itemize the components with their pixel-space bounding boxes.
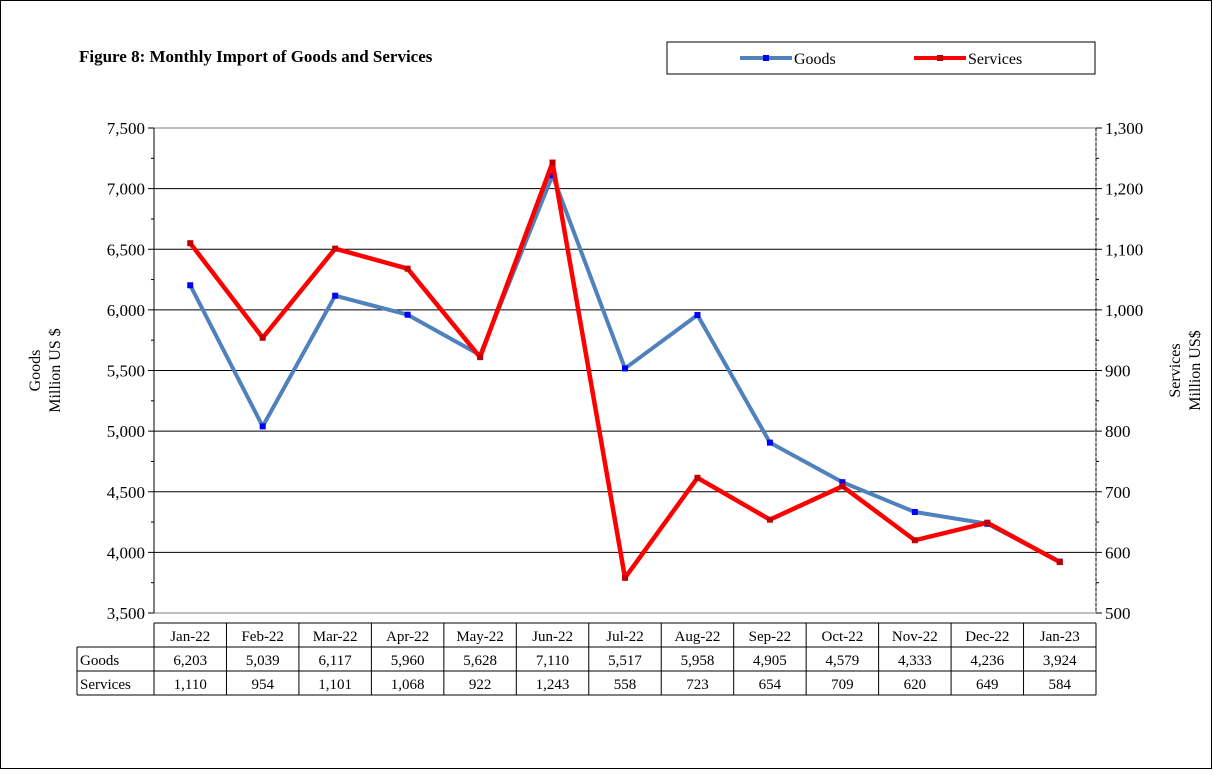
data-label-goods: 5,960 (391, 653, 425, 669)
data-label-goods: 5,628 (463, 653, 497, 669)
left-tick-label: 5,000 (107, 422, 145, 441)
data-label-services: 1,243 (536, 677, 570, 693)
data-label-goods: 3,924 (1043, 653, 1077, 669)
table-row-header: Services (80, 677, 131, 693)
tick-label-x: Jan-23 (1040, 629, 1080, 645)
data-table: Jan-22 Feb-22 Mar-22 Apr-22 May-22 Jun-22 Jul-… (76, 622, 1097, 696)
data-label-goods: 4,236 (970, 653, 1004, 669)
data-point-goods (259, 423, 266, 430)
tick-label-x: Nov-22 (892, 629, 938, 645)
legend-label-services: Services (968, 51, 1022, 68)
data-label-services: 723 (686, 677, 709, 693)
right-tick-label: 1,100 (1105, 240, 1143, 259)
table-row-header: Goods (80, 653, 119, 669)
left-tick-label: 6,500 (107, 240, 145, 259)
right-tick-label: 1,300 (1105, 119, 1143, 138)
right-tick-label: 1,200 (1105, 180, 1143, 199)
tick-label-x: Jan-22 (170, 629, 210, 645)
tick-label-x: Jul-22 (606, 629, 644, 645)
tick-label-x: Oct-22 (822, 629, 864, 645)
tick-label-x: Mar-22 (313, 629, 358, 645)
right-tick-label: 700 (1105, 483, 1131, 502)
data-label-services: 654 (759, 677, 782, 693)
tick-label-x: Jun-22 (532, 629, 573, 645)
left-tick-label: 4,000 (107, 543, 145, 562)
right-axis-title-line: Million US$ (1187, 330, 1204, 410)
left-tick-label: 3,500 (107, 604, 145, 623)
data-label-goods: 5,517 (608, 653, 642, 669)
data-point-services (1056, 559, 1063, 566)
tick-label-x: Feb-22 (241, 629, 284, 645)
data-label-services: 558 (614, 677, 637, 693)
data-label-goods: 4,333 (898, 653, 932, 669)
tick-label-x: Sep-22 (749, 629, 792, 645)
data-label-goods: 7,110 (536, 653, 569, 669)
data-point-services (477, 354, 484, 361)
right-tick-label: 600 (1105, 543, 1131, 562)
legend-label-goods: Goods (794, 51, 836, 68)
right-tick-label: 900 (1105, 362, 1131, 381)
legend-box (666, 41, 1096, 75)
left-axis-title-line: Million US $ (47, 328, 64, 412)
data-label-services: 954 (251, 677, 274, 693)
data-point-services (694, 474, 701, 481)
left-tick-label: 4,500 (107, 483, 145, 502)
legend-marker-goods (763, 55, 769, 61)
tick-label-x: Dec-22 (965, 629, 1009, 645)
data-point-services (839, 483, 846, 490)
data-label-services: 620 (904, 677, 927, 693)
data-point-services (259, 334, 266, 341)
data-label-services: 1,068 (391, 677, 425, 693)
legend-marker-services (937, 55, 943, 61)
data-point-services (187, 240, 194, 247)
tick-label-x: Aug-22 (675, 629, 721, 645)
data-label-services: 584 (1049, 677, 1072, 693)
data-label-goods: 6,117 (319, 653, 353, 669)
data-label-goods: 5,039 (246, 653, 280, 669)
data-point-goods (839, 479, 846, 486)
data-point-services (911, 537, 918, 544)
left-axis-title: Goods Million US $ (27, 328, 64, 412)
data-point-goods (694, 311, 701, 318)
data-label-goods: 6,203 (173, 653, 207, 669)
right-tick-label: 1,000 (1105, 301, 1143, 320)
data-label-services: 922 (469, 677, 492, 693)
data-point-services (984, 519, 991, 526)
right-axis-title: Services Million US$ (1167, 330, 1204, 410)
left-tick-label: 7,000 (107, 180, 145, 199)
right-tick-label: 800 (1105, 422, 1131, 441)
data-point-goods (187, 282, 194, 289)
data-label-services: 1,101 (318, 677, 352, 693)
axes: 3,500 4,000 4,500 5,000 5,500 6,000 6,500 7,000… (27, 119, 1204, 623)
legend: Goods Services (666, 41, 1096, 75)
series-lines (187, 159, 1063, 581)
data-point-services (622, 574, 628, 581)
data-label-services: 649 (976, 677, 999, 693)
right-tick-label: 500 (1105, 604, 1131, 623)
data-label-services: 709 (831, 677, 854, 693)
tick-label-x: Apr-22 (386, 629, 429, 645)
data-point-goods (622, 365, 628, 372)
data-label-services: 1,110 (174, 677, 207, 693)
data-point-goods (766, 439, 773, 446)
chart-title: Figure 8: Monthly Import of Goods and Se… (79, 47, 433, 66)
data-point-services (549, 159, 556, 166)
left-tick-label: 6,000 (107, 301, 145, 320)
data-point-goods (332, 292, 339, 299)
data-label-goods: 4,905 (753, 653, 787, 669)
data-point-services (332, 245, 339, 252)
tick-label-x: May-22 (456, 629, 504, 645)
right-axis-title-line: Services (1167, 343, 1184, 397)
data-point-goods (911, 508, 918, 515)
data-label-goods: 4,579 (826, 653, 860, 669)
data-point-services (404, 265, 411, 272)
data-point-services (766, 516, 773, 523)
data-point-goods (404, 311, 411, 318)
left-axis-title-line: Goods (27, 350, 44, 392)
left-tick-label: 7,500 (107, 119, 145, 138)
data-label-goods: 5,958 (681, 653, 715, 669)
left-tick-label: 5,500 (107, 362, 145, 381)
